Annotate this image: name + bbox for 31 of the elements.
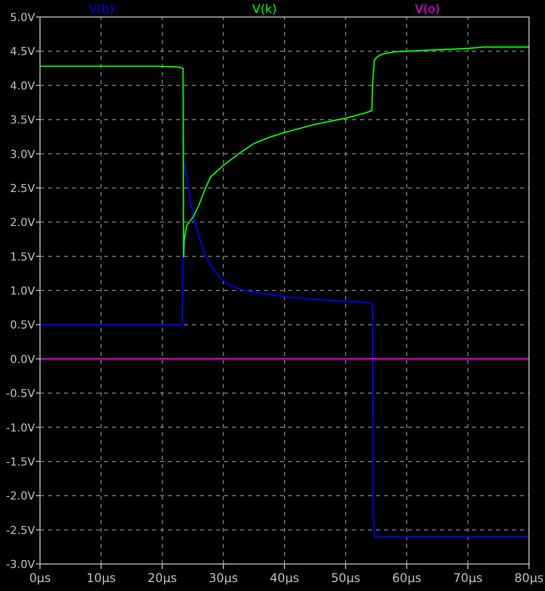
line-series — [39, 46, 530, 258]
x-tick-label: 0µs — [29, 571, 51, 585]
y-tick-label: 1.0V — [10, 284, 36, 298]
y-tick-label: 5.0V — [10, 11, 36, 24]
x-tick-label: 40µs — [270, 571, 300, 585]
y-tick-label: -2.5V — [6, 524, 36, 537]
x-tick-label: 70µs — [453, 571, 482, 585]
y-tick-label: -0.5V — [6, 387, 36, 400]
text: V(k) — [252, 2, 277, 16]
text: V(b) — [88, 2, 114, 16]
y-tick-label: 3.0V — [10, 148, 36, 161]
y-tick-label: 2.5V — [10, 182, 36, 195]
y-tick-label: 0.0V — [10, 352, 36, 366]
x-tick-label: 60µs — [392, 571, 422, 585]
text: V(o) — [415, 2, 440, 16]
line-series — [39, 159, 530, 538]
y-tick-label: 0.5V — [10, 318, 36, 332]
y-tick-label: -3.0V — [6, 558, 36, 571]
x-tick-label: 30µs — [208, 571, 238, 585]
x-tick-label: 50µs — [331, 571, 360, 585]
y-tick-label: -1.0V — [6, 421, 36, 434]
x-tick-label: 20µs — [148, 571, 177, 585]
y-tick-label: -1.5V — [6, 455, 36, 468]
y-tick-label: 4.0V — [10, 79, 36, 92]
y-tick-label: 4.5V — [10, 45, 36, 58]
y-tick-label: 3.5V — [10, 114, 36, 127]
y-tick-label: 1.5V — [10, 250, 36, 264]
y-tick-label: -2.0V — [6, 490, 36, 503]
x-tick-label: 10µs — [86, 571, 116, 585]
x-tick-label: 80µs — [514, 571, 544, 585]
y-tick-label: 2.0V — [10, 216, 36, 230]
